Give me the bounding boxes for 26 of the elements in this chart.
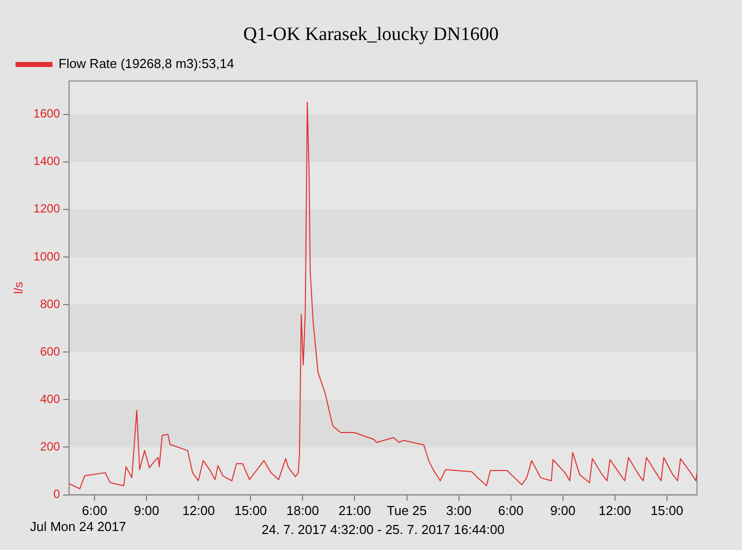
x-tick-label: 3:00 (446, 503, 472, 518)
y-tick-label: 1000 (33, 249, 60, 264)
x-tick-label: 9:00 (550, 503, 576, 518)
y-tick-label: 0 (53, 487, 60, 502)
x-tick-label: 18:00 (286, 503, 319, 518)
legend-label: Flow Rate (19268,8 m3):53,14 (58, 56, 234, 72)
x-tick-label: Tue 25 (386, 503, 427, 518)
y-axis-title: l/s (12, 282, 26, 294)
x-tick-label: 15:00 (234, 503, 267, 518)
chart-title: Q1-OK Karasek_loucky DN1600 (242, 24, 500, 46)
y-tick-label: 200 (40, 440, 60, 454)
x-tick-label: 12:00 (598, 503, 632, 518)
x-tick-label: 6:00 (82, 503, 108, 518)
y-tick-label: 400 (40, 392, 60, 406)
x-tick-label: 9:00 (134, 503, 160, 518)
x-axis-title: 24. 7. 2017 4:32:00 - 25. 7. 2017 16:44:00 (262, 522, 504, 537)
x-tick-label: 21:00 (338, 503, 371, 518)
x-tick-label: 15:00 (650, 503, 684, 518)
x-tick-label: 12:00 (182, 503, 215, 518)
y-tick-label: 800 (40, 296, 60, 311)
y-tick-label: 1400 (33, 154, 60, 168)
text: Jul Mon 24 2017 (30, 518, 126, 534)
y-tick-label: 600 (40, 344, 60, 358)
x-tick-label: 6:00 (498, 503, 524, 518)
y-tick-label: 1200 (33, 202, 60, 216)
y-tick-label: 1600 (33, 106, 60, 121)
